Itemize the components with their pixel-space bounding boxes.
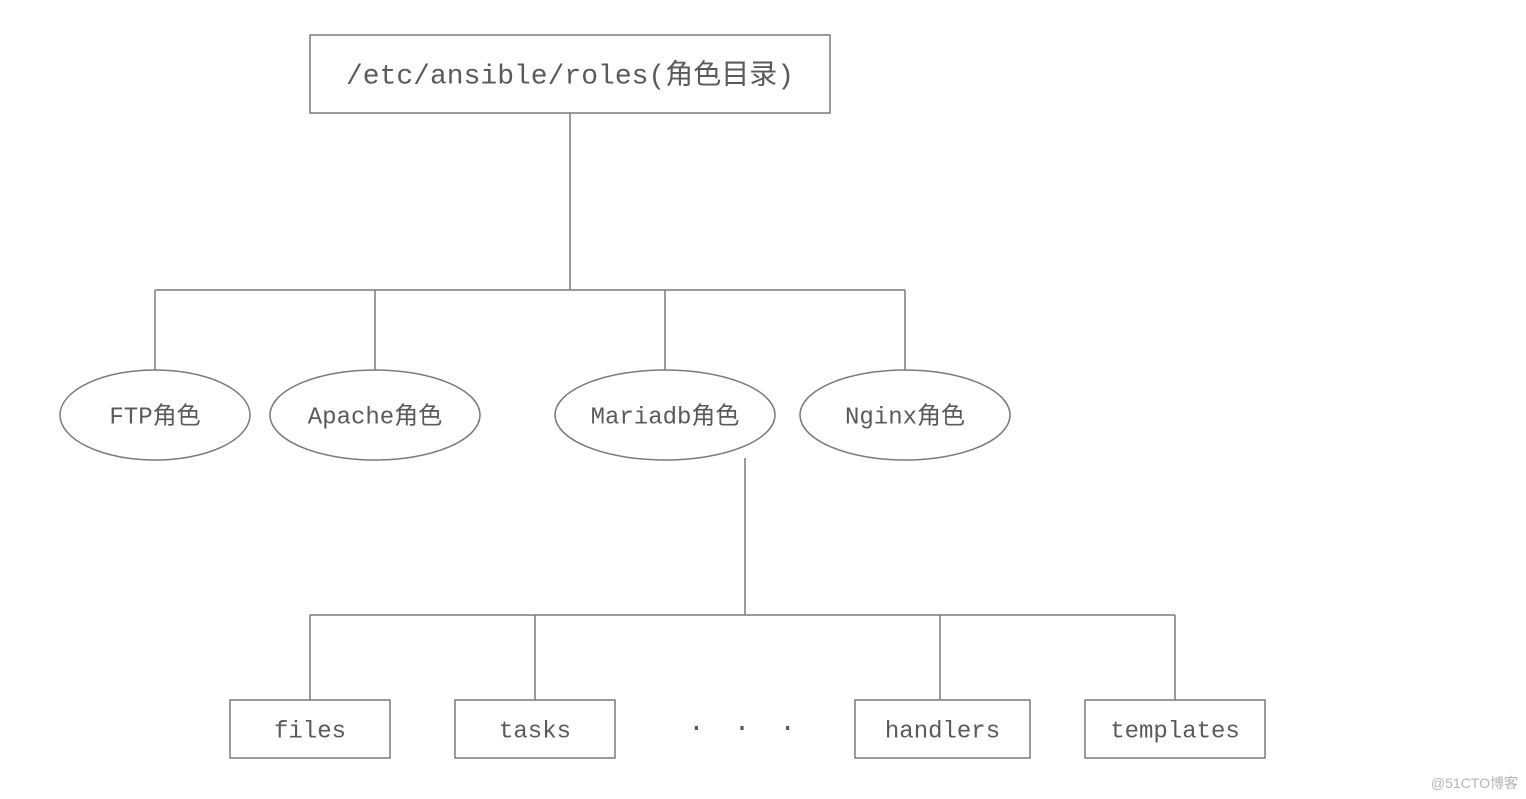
role-node-label-apache: Apache角色 xyxy=(308,402,442,431)
root-node-label: /etc/ansible/roles(角色目录) xyxy=(346,58,794,92)
ansible-roles-tree-diagram: /etc/ansible/roles(角色目录) FTP角色 Apache角色 Mar… xyxy=(0,0,1526,799)
watermark-text: @51CTO博客 xyxy=(1431,773,1518,793)
role-node-label-mariadb: Mariadb角色 xyxy=(591,402,740,431)
dir-node-label-handlers: handlers xyxy=(885,718,1000,745)
role-node-label-ftp: FTP角色 xyxy=(109,402,200,431)
dir-node-label-files: files xyxy=(274,718,346,745)
dir-node-label-tasks: tasks xyxy=(499,718,571,745)
ellipsis-text: · · · xyxy=(688,713,802,744)
role-node-label-nginx: Nginx角色 xyxy=(845,402,965,431)
dir-node-label-templates: templates xyxy=(1110,718,1240,745)
